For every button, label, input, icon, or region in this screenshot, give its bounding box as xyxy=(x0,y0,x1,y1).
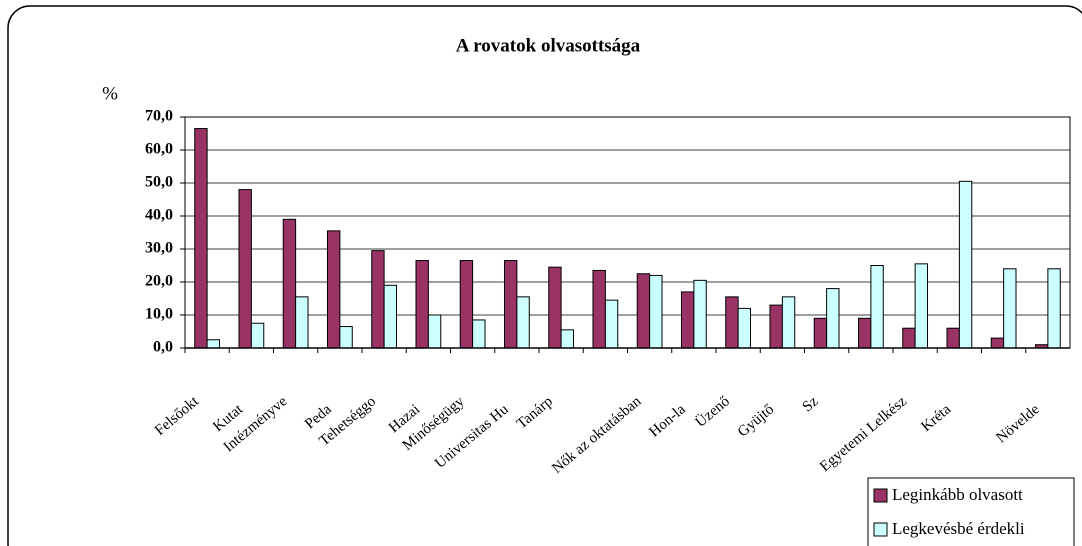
bar xyxy=(781,296,796,349)
y-tick-label: 60,0 xyxy=(145,141,173,158)
plot-area xyxy=(184,116,1071,349)
bar xyxy=(914,263,929,349)
bar xyxy=(649,274,663,349)
bar xyxy=(503,260,518,349)
bar xyxy=(371,250,385,349)
legend-label: Leginkább olvasott xyxy=(892,485,1023,504)
bar xyxy=(427,314,442,349)
y-tick-label: 0,0 xyxy=(153,339,173,356)
legend-swatch xyxy=(873,522,888,537)
bar xyxy=(560,329,575,349)
bar xyxy=(194,128,208,349)
bar xyxy=(902,327,916,349)
legend-swatch xyxy=(873,488,888,503)
bar xyxy=(870,265,884,349)
y-tick-label: 20,0 xyxy=(145,273,173,290)
bar xyxy=(238,189,252,349)
bar xyxy=(415,260,429,349)
bar xyxy=(958,180,973,349)
bar xyxy=(206,339,221,349)
legend-box xyxy=(867,477,1075,546)
bar xyxy=(459,260,474,349)
bar xyxy=(516,296,530,349)
bar xyxy=(326,230,341,349)
bar xyxy=(813,317,828,349)
bar xyxy=(472,319,486,349)
bar xyxy=(604,299,619,349)
y-tick-label: 50,0 xyxy=(145,174,173,191)
y-tick-label: 10,0 xyxy=(145,306,173,323)
bar xyxy=(383,284,398,349)
bar xyxy=(636,273,651,349)
bar xyxy=(826,288,840,349)
chart-title: A rovatok olvasottsága xyxy=(456,35,641,56)
y-tick-label: 70,0 xyxy=(145,108,173,125)
y-tick-label: 40,0 xyxy=(145,207,173,224)
bar xyxy=(592,269,606,349)
bar xyxy=(1047,268,1061,349)
bar xyxy=(282,218,297,349)
bar xyxy=(295,296,309,349)
bar xyxy=(946,327,960,349)
bar xyxy=(548,266,562,349)
bar xyxy=(339,326,353,349)
bar xyxy=(725,296,739,349)
bar xyxy=(990,337,1005,349)
legend-label: Legkevésbé érdekli xyxy=(892,519,1025,538)
y-axis-label: % xyxy=(102,83,118,104)
bar xyxy=(769,304,783,349)
bar xyxy=(1003,268,1017,349)
bar xyxy=(857,317,872,349)
bar xyxy=(693,279,707,349)
bar xyxy=(737,307,752,349)
bar xyxy=(680,291,695,349)
y-tick-label: 30,0 xyxy=(145,240,173,257)
bar xyxy=(250,322,265,349)
